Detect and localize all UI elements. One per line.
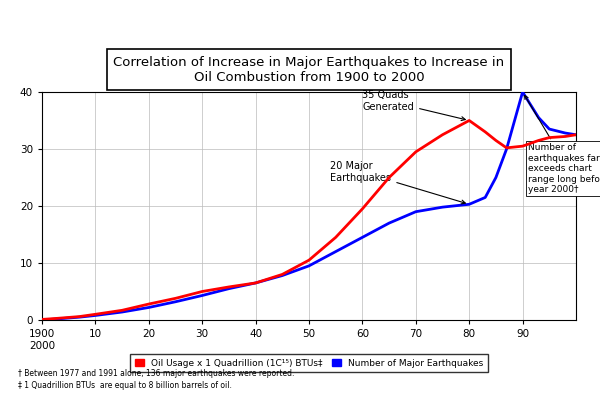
Text: † Between 1977 and 1991 alone, 136 major earthquakes were reported.: † Between 1977 and 1991 alone, 136 major… [18, 369, 295, 378]
Legend: Oil Usage x 1 Quadrillion (1C¹⁵) BTUs‡, Number of Major Earthquakes: Oil Usage x 1 Quadrillion (1C¹⁵) BTUs‡, … [130, 354, 488, 372]
Text: 20 Major
Earthquakes: 20 Major Earthquakes [331, 161, 466, 204]
Text: ‡ 1 Quadrillion BTUs  are equal to 8 billion barrels of oil.: ‡ 1 Quadrillion BTUs are equal to 8 bill… [18, 381, 232, 390]
Text: 35 Quads
Generated: 35 Quads Generated [362, 90, 465, 120]
Title: Correlation of Increase in Major Earthquakes to Increase in
Oil Combustion from : Correlation of Increase in Major Earthqu… [113, 56, 505, 84]
Text: Number of
earthquakes far
exceeds chart
range long before
year 2000†: Number of earthquakes far exceeds chart … [524, 96, 600, 194]
